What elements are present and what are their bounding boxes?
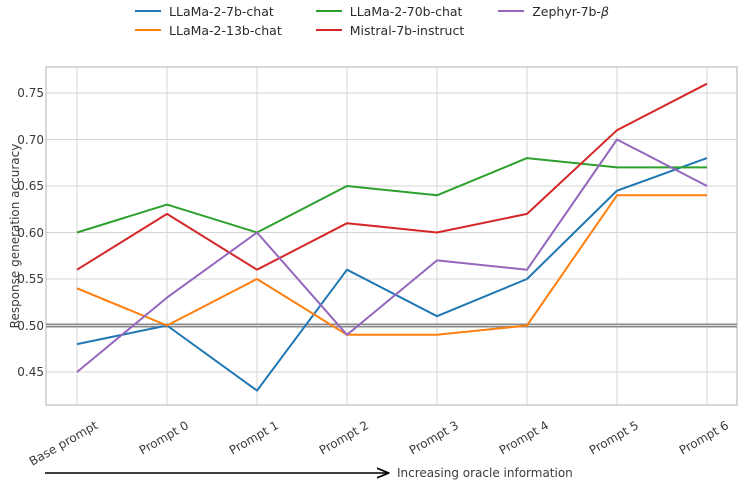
legend-label: LLaMa-2-70b-chat: [349, 3, 463, 19]
legend-item-llama-2-70b-chat: LLaMa-2-70b-chat: [315, 3, 465, 19]
legend-label: Mistral-7b-instruct: [349, 22, 465, 38]
legend-line-swatch: [135, 29, 162, 31]
y-tick-label-0-65: 0.65: [17, 179, 44, 193]
y-tick-label-0-75: 0.75: [17, 86, 44, 100]
legend-label: Zephyr-7b-β: [532, 3, 609, 19]
legend-line-swatch: [315, 10, 342, 12]
legend-line-swatch: [315, 29, 342, 31]
y-tick-label-0-55: 0.55: [17, 272, 44, 286]
y-tick-label-0-50: 0.50: [17, 318, 44, 333]
series-line-llama-2-13b-chat: [76, 194, 707, 336]
y-tick-label-0-70: 0.70: [17, 132, 44, 147]
legend-label: LLaMa-2-13b-chat: [169, 22, 282, 38]
legend-item-llama-2-13b-chat: LLaMa-2-13b-chat: [135, 22, 282, 38]
series-line-llama-2-7b-chat: [76, 157, 708, 392]
series-line-mistral-7b-instruct: [76, 82, 708, 271]
series-line-llama-2-70b-chat: [76, 157, 707, 234]
legend-item-llama-2-7b-chat: LLaMa-2-7b-chat: [135, 3, 282, 19]
y-tick-label-0-60: 0.60: [17, 225, 44, 240]
series-line-zephyr-7b: [76, 138, 708, 373]
plot-border: [45, 66, 738, 406]
legend-column: LLaMa-2-7b-chat LLaMa-2-13b-chat: [135, 3, 282, 38]
y-tick-label-0-45: 0.45: [17, 365, 44, 379]
legend-column: Zephyr-7b-β: [498, 3, 609, 38]
arrow-annotation-label: Increasing oracle information: [397, 466, 573, 480]
legend-line-swatch: [135, 10, 162, 12]
legend-column: LLaMa-2-70b-chat Mistral-7b-instruct: [315, 3, 465, 38]
legend-line-swatch: [498, 10, 525, 12]
legend-label: LLaMa-2-7b-chat: [169, 3, 274, 19]
chart-legend: LLaMa-2-7b-chat LLaMa-2-13b-chat LLaMa-2-7…: [0, 3, 744, 38]
legend-item-zephyr-7b: Zephyr-7b-β: [498, 3, 609, 19]
legend-item-mistral-7b-instruct: Mistral-7b-instruct: [315, 22, 465, 38]
